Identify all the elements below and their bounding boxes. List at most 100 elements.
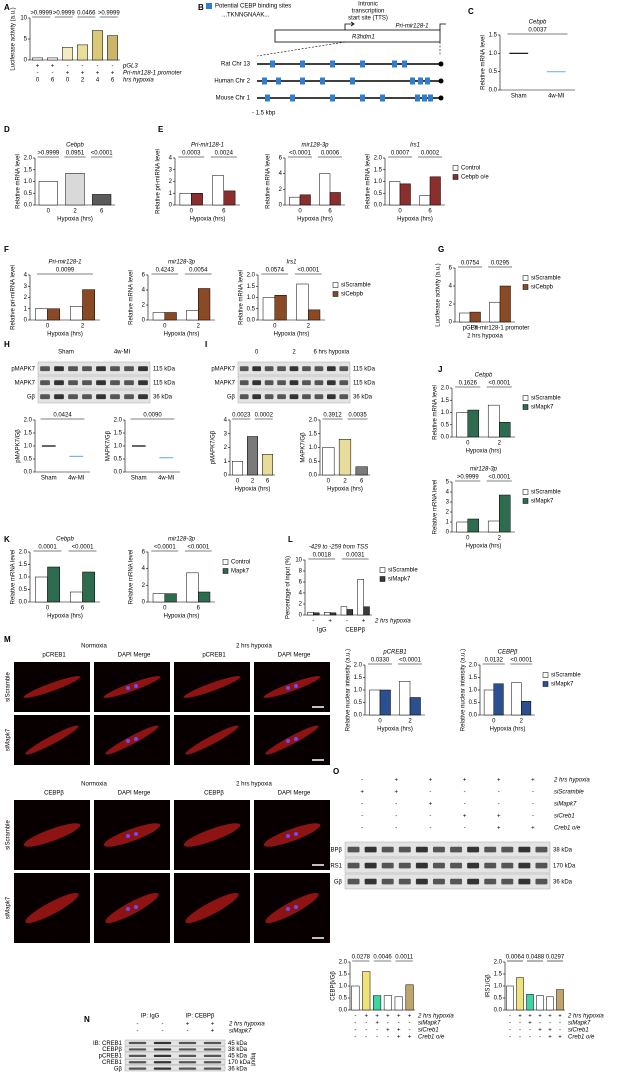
table-label: siScramble xyxy=(554,790,584,796)
y-tick-label: 4 xyxy=(24,273,28,279)
y-tick-label: 0.0 xyxy=(19,600,28,606)
band xyxy=(535,862,548,869)
band xyxy=(128,1041,147,1045)
y-tick-label: 10 xyxy=(20,16,27,22)
table-cell: - xyxy=(37,71,39,77)
table-cell: 6 xyxy=(111,78,115,84)
band xyxy=(535,846,548,853)
y-tick-label: 0.0 xyxy=(339,1008,348,1014)
band xyxy=(40,366,50,372)
channel-label: CEBPβ xyxy=(204,791,224,797)
channel-label: pCREB1 xyxy=(202,653,226,659)
blot-strip xyxy=(37,375,151,390)
kda-label: 36 kDa xyxy=(353,395,373,401)
p-value: 0.0574 xyxy=(266,268,285,274)
legend-label: siScramble xyxy=(341,283,371,289)
x-tick-label: 0 xyxy=(298,209,302,215)
bar xyxy=(511,682,522,716)
bar xyxy=(198,591,211,603)
table-cell: + xyxy=(375,1014,379,1020)
y-tick-label: 1.0 xyxy=(354,688,363,694)
legend-swatch xyxy=(222,568,229,574)
bar xyxy=(506,985,514,1011)
row-label: pMAPK7 xyxy=(211,367,235,373)
band xyxy=(501,862,514,869)
y-axis-label: Relative pri-miRNA level xyxy=(11,265,17,330)
p-value: 0.0488 xyxy=(526,955,545,961)
bar xyxy=(355,466,368,476)
band xyxy=(339,394,349,400)
track-label: Rat Chr 13 xyxy=(221,62,251,68)
band xyxy=(124,394,134,400)
plot-title: -429 to -259 from TSS xyxy=(309,545,368,551)
band xyxy=(110,380,120,386)
cell xyxy=(183,676,241,698)
binding-site xyxy=(428,94,433,102)
y-tick-label: 5 xyxy=(446,480,450,486)
p-value: <0.0001 xyxy=(488,475,511,481)
p-value: <0.0001 xyxy=(154,545,177,551)
channel-label: DAPI Merge xyxy=(278,791,311,797)
legend-swatch xyxy=(332,291,339,297)
bar xyxy=(35,308,48,321)
cell xyxy=(23,823,81,847)
tts-dot xyxy=(438,78,444,84)
bar xyxy=(212,175,224,206)
x-tick-label: 6 xyxy=(266,479,270,485)
blot-strip xyxy=(344,873,551,890)
blot-strip xyxy=(124,1058,226,1065)
x-tick-label: Sham xyxy=(511,94,527,100)
panel-letter: K xyxy=(4,535,10,544)
y-tick-label: 2.0 xyxy=(24,418,33,424)
bar xyxy=(399,681,411,716)
bar xyxy=(322,447,335,476)
table-cell: - xyxy=(498,790,500,796)
bar xyxy=(107,35,118,61)
p-value: 0.0023 xyxy=(232,413,251,419)
band xyxy=(347,878,360,885)
bar xyxy=(179,193,192,206)
table-label: siMapk7 xyxy=(229,1029,252,1035)
bar xyxy=(483,689,494,716)
x-axis-label: Hypoxia (hrs) xyxy=(466,449,502,455)
group-label: CEBPβ xyxy=(345,628,365,634)
band xyxy=(153,1067,172,1070)
band xyxy=(128,1067,147,1070)
panel-letter: F xyxy=(4,245,9,254)
band xyxy=(398,862,411,869)
x-tick-label: 2 xyxy=(498,441,502,447)
kda-label: 36 kDa xyxy=(228,1066,248,1072)
table-cell: + xyxy=(211,1022,215,1028)
y-tick-label: 2.0 xyxy=(494,960,503,966)
table-cell: - xyxy=(539,1035,541,1041)
condition-label: Normoxia xyxy=(81,644,107,650)
bar xyxy=(459,312,471,323)
table-cell: + xyxy=(538,1028,542,1034)
table-cell: + xyxy=(429,778,433,784)
band xyxy=(326,380,336,386)
bar xyxy=(152,312,165,321)
cell xyxy=(23,676,81,698)
track-label: Human Chr 2 xyxy=(214,79,250,85)
table-cell: - xyxy=(361,814,363,820)
x-axis-label: Hypoxia (hrs) xyxy=(490,727,526,733)
legend-label: siCebpb xyxy=(531,285,554,291)
cell xyxy=(265,892,319,924)
band xyxy=(54,366,64,372)
band xyxy=(484,862,497,869)
table-cell: - xyxy=(365,1035,367,1041)
bar xyxy=(191,193,203,206)
y-axis-label: pMAPK7/Gβ xyxy=(211,430,217,464)
x-tick-label: 2 xyxy=(73,209,77,215)
y-tick-label: 6 xyxy=(142,273,146,279)
bar xyxy=(487,404,500,438)
x-axis-label: Hypoxia (hrs) xyxy=(47,614,83,620)
y-tick-label: 0 xyxy=(169,203,173,209)
column-label: IP: CEBPβ xyxy=(186,1014,215,1020)
y-axis-label: Relative pri-miRNA level xyxy=(156,149,162,214)
p-value: 0.0754 xyxy=(461,261,480,267)
y-tick-label: 0 xyxy=(142,600,146,606)
p-value: >0.9999 xyxy=(53,11,76,17)
binding-site xyxy=(418,77,423,85)
panel-letter: C xyxy=(468,7,474,16)
